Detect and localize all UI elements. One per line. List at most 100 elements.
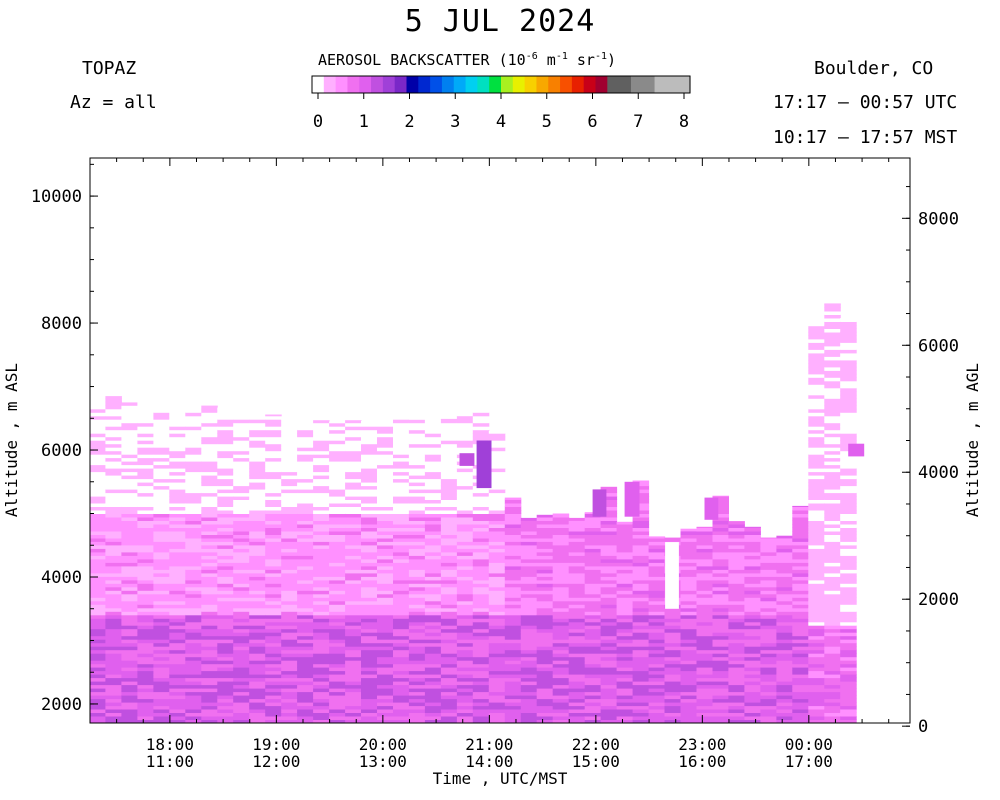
- colorbar-cell: [536, 76, 549, 93]
- heatmap-cell: [281, 611, 298, 616]
- heatmap-cell: [281, 419, 298, 424]
- heatmap-cell: [840, 489, 857, 494]
- heatmap-cell: [249, 572, 266, 577]
- heatmap-cell: [696, 583, 713, 588]
- heatmap-cell: [488, 586, 506, 591]
- heatmap-cell: [424, 681, 442, 686]
- heatmap-cell: [424, 464, 442, 469]
- heatmap-cell: [345, 537, 362, 542]
- heatmap-cell: [297, 607, 314, 612]
- heatmap-cell: [712, 534, 729, 539]
- heatmap-cell: [648, 611, 666, 616]
- heatmap-cell: [169, 548, 186, 553]
- heatmap-cell: [90, 389, 106, 392]
- heatmap-cell: [808, 335, 825, 340]
- heatmap-cell: [840, 394, 857, 399]
- heatmap-cell: [776, 695, 793, 700]
- heatmap-cell: [121, 412, 138, 417]
- heatmap-cell: [105, 705, 122, 710]
- heatmap-cell: [313, 475, 330, 480]
- heatmap-cell: [696, 691, 713, 696]
- heatmap-cell: [808, 716, 825, 720]
- heatmap-cell: [840, 387, 857, 392]
- heatmap-cell: [536, 667, 554, 672]
- heatmap-cell: [728, 674, 745, 679]
- heatmap-cell: [393, 632, 410, 637]
- heatmap-cell: [121, 716, 138, 720]
- heatmap-cell: [361, 649, 378, 654]
- heatmap-cell: [568, 649, 586, 654]
- heatmap-cell: [153, 719, 170, 723]
- heatmap-cell: [712, 660, 729, 665]
- heatmap-cell: [744, 639, 761, 644]
- heatmap-cell: [472, 597, 490, 602]
- heatmap-cell: [632, 709, 650, 713]
- heatmap-cell: [329, 524, 346, 528]
- heatmap-cell: [824, 660, 841, 665]
- heatmap-cell: [169, 415, 186, 420]
- colorbar-cell: [323, 76, 337, 93]
- colorbar-cell: [418, 76, 431, 93]
- heatmap-cell: [201, 433, 218, 438]
- heatmap-cell: [313, 506, 330, 511]
- heatmap-cell: [313, 576, 330, 581]
- heatmap-cell: [408, 632, 426, 637]
- heatmap-cell: [488, 443, 506, 448]
- heatmap-cell: [680, 639, 697, 644]
- heatmap-cell: [408, 576, 426, 581]
- heatmap-cell: [424, 604, 442, 609]
- heatmap-cell: [313, 590, 330, 595]
- heatmap-cell: [584, 569, 602, 574]
- heatmap-cell: [456, 429, 474, 434]
- heatmap-cell: [201, 503, 218, 507]
- heatmap-cell: [824, 373, 841, 378]
- heatmap-cell: [201, 621, 218, 626]
- heatmap-cell: [345, 429, 362, 434]
- heatmap-cell: [728, 716, 745, 720]
- heatmap-cell: [728, 642, 745, 647]
- heatmap-cell: [680, 558, 697, 563]
- heatmap-cell: [696, 590, 713, 595]
- heatmap-cell: [760, 688, 777, 693]
- heatmap-cell: [329, 531, 346, 535]
- heatmap-cell: [408, 440, 426, 445]
- heatmap-cell: [249, 468, 266, 473]
- heatmap-cell: [792, 653, 809, 658]
- heatmap-cell: [217, 576, 234, 581]
- heatmap-cell: [169, 468, 186, 473]
- heatmap-cell: [313, 702, 330, 707]
- heatmap-cell: [456, 597, 474, 602]
- heatmap-cell: [361, 691, 378, 696]
- heatmap-cell: [488, 649, 506, 654]
- heatmap-cell: [137, 496, 154, 500]
- heatmap-cell: [840, 426, 857, 431]
- heatmap-cell: [217, 562, 234, 567]
- heatmap-cell: [696, 537, 713, 542]
- heatmap-cell: [90, 590, 106, 595]
- heatmap-cell: [696, 719, 713, 723]
- heatmap-cell: [377, 433, 394, 438]
- heatmap-cell: [201, 457, 218, 462]
- heatmap-cell: [297, 464, 314, 469]
- heatmap-cell: [808, 639, 825, 644]
- heatmap-cell: [297, 450, 314, 455]
- heatmap-cell: [712, 576, 729, 581]
- heatmap-cell: [456, 667, 474, 672]
- heatmap-cell: [265, 677, 282, 682]
- heatmap-cell: [90, 496, 106, 500]
- heatmap-cell: [361, 503, 378, 507]
- heatmap-cell: [329, 681, 346, 686]
- heatmap-cell: [217, 407, 234, 410]
- heatmap-cell: [824, 366, 841, 371]
- heatmap-cell: [393, 660, 410, 665]
- heatmap-cell: [313, 684, 330, 689]
- heatmap-cell: [840, 583, 857, 588]
- x-tick-label-utc: 00:00: [785, 735, 833, 754]
- heatmap-cell: [696, 579, 713, 584]
- colorbar-tick-label: 6: [587, 112, 597, 132]
- heatmap-cell: [792, 551, 809, 556]
- heatmap-cell: [137, 604, 154, 609]
- heatmap-cell: [504, 586, 522, 591]
- heatmap-cell: [520, 569, 538, 574]
- heatmap-cell: [568, 684, 586, 689]
